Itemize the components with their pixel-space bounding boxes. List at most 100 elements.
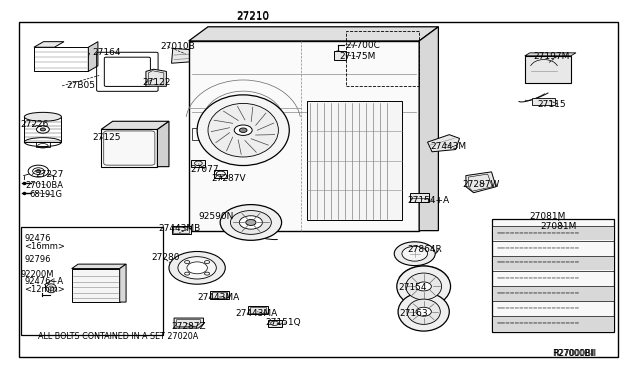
Text: 27287V: 27287V — [212, 174, 246, 183]
Polygon shape — [157, 121, 169, 167]
Polygon shape — [428, 135, 460, 152]
Text: 27197M: 27197M — [534, 52, 570, 61]
Text: ▬▬▬▬▬▬▬▬▬▬▬▬▬▬▬▬▬▬: ▬▬▬▬▬▬▬▬▬▬▬▬▬▬▬▬▬▬ — [497, 319, 580, 324]
Text: 27700C: 27700C — [346, 41, 380, 50]
Bar — [173, 227, 189, 233]
Bar — [36, 142, 50, 147]
Bar — [410, 193, 429, 202]
Text: 27125: 27125 — [93, 133, 122, 142]
Bar — [250, 307, 266, 313]
Bar — [189, 41, 419, 231]
Bar — [532, 98, 555, 105]
Text: R27000BII: R27000BII — [552, 349, 595, 358]
Polygon shape — [72, 264, 126, 269]
Text: 27210: 27210 — [236, 11, 269, 20]
Polygon shape — [525, 53, 576, 56]
Bar — [525, 56, 571, 83]
Text: ▬▬▬▬▬▬▬▬▬▬▬▬▬▬▬▬▬▬: ▬▬▬▬▬▬▬▬▬▬▬▬▬▬▬▬▬▬ — [497, 289, 580, 294]
Text: 27122: 27122 — [142, 78, 170, 87]
Text: 27010BA: 27010BA — [26, 181, 63, 190]
Ellipse shape — [335, 51, 341, 55]
Ellipse shape — [36, 126, 49, 133]
Text: 27443MB: 27443MB — [159, 224, 201, 232]
Text: ▬▬▬▬▬▬▬▬▬▬▬▬▬▬▬▬▬▬: ▬▬▬▬▬▬▬▬▬▬▬▬▬▬▬▬▬▬ — [497, 304, 580, 309]
Text: 27154: 27154 — [398, 283, 427, 292]
Ellipse shape — [239, 216, 262, 229]
Bar — [34, 47, 88, 71]
Text: 27115: 27115 — [538, 100, 566, 109]
Text: 27210: 27210 — [236, 12, 269, 22]
Text: 27081M: 27081M — [530, 212, 566, 221]
Text: 27287Z: 27287Z — [172, 322, 206, 331]
Text: 27227: 27227 — [35, 170, 63, 179]
Bar — [346, 31, 419, 86]
Bar — [210, 291, 229, 299]
Polygon shape — [146, 69, 166, 86]
Bar — [101, 129, 157, 167]
Text: 68191G: 68191G — [29, 190, 63, 199]
Text: 27443MA: 27443MA — [197, 293, 239, 302]
Text: 92476+A: 92476+A — [24, 278, 63, 286]
Ellipse shape — [187, 262, 207, 274]
Text: ALL BOLTS CONTAINED IN A SET 27020A: ALL BOLTS CONTAINED IN A SET 27020A — [38, 332, 198, 341]
Text: 27287W: 27287W — [462, 180, 499, 189]
Bar — [493, 287, 613, 301]
Text: 27164: 27164 — [93, 48, 122, 57]
Ellipse shape — [36, 170, 41, 173]
Text: R27000BII: R27000BII — [554, 349, 596, 358]
Text: 27010B: 27010B — [160, 42, 195, 51]
Text: ▬▬▬▬▬▬▬▬▬▬▬▬▬▬▬▬▬▬: ▬▬▬▬▬▬▬▬▬▬▬▬▬▬▬▬▬▬ — [497, 229, 580, 234]
Text: 27443MA: 27443MA — [236, 309, 278, 318]
Ellipse shape — [220, 205, 282, 240]
Bar — [72, 269, 120, 302]
Bar — [198, 62, 205, 67]
Text: 92200M: 92200M — [20, 270, 54, 279]
Bar — [21, 227, 163, 335]
Text: 27077: 27077 — [191, 165, 220, 174]
Ellipse shape — [169, 251, 225, 284]
Polygon shape — [174, 318, 204, 328]
Text: 27864R: 27864R — [408, 245, 442, 254]
Bar — [493, 317, 613, 331]
Text: 27226: 27226 — [20, 120, 49, 129]
Ellipse shape — [407, 299, 440, 324]
Bar — [493, 227, 613, 240]
Bar — [191, 160, 205, 167]
Ellipse shape — [416, 282, 431, 291]
Polygon shape — [419, 27, 438, 231]
Text: ▬▬▬▬▬▬▬▬▬▬▬▬▬▬▬▬▬▬: ▬▬▬▬▬▬▬▬▬▬▬▬▬▬▬▬▬▬ — [497, 274, 580, 279]
Bar — [493, 257, 613, 270]
Text: <16mm>: <16mm> — [24, 242, 65, 251]
FancyBboxPatch shape — [104, 131, 155, 165]
Bar — [24, 117, 61, 142]
Ellipse shape — [246, 219, 256, 225]
Bar — [268, 320, 282, 327]
Text: 27081M: 27081M — [541, 222, 577, 231]
Text: 27175M: 27175M — [339, 52, 376, 61]
Polygon shape — [172, 48, 212, 63]
Bar — [192, 128, 234, 140]
Bar — [492, 219, 614, 332]
Text: ▬▬▬▬▬▬▬▬▬▬▬▬▬▬▬▬▬▬: ▬▬▬▬▬▬▬▬▬▬▬▬▬▬▬▬▬▬ — [497, 259, 580, 264]
Polygon shape — [34, 42, 64, 47]
Ellipse shape — [406, 273, 442, 300]
Polygon shape — [189, 27, 438, 41]
Text: 92590N: 92590N — [198, 212, 234, 221]
Ellipse shape — [398, 292, 449, 331]
Text: 27443M: 27443M — [430, 142, 466, 151]
Bar — [212, 292, 227, 298]
Text: 27B05: 27B05 — [66, 81, 95, 90]
Bar — [307, 101, 402, 220]
Text: 27280: 27280 — [151, 253, 180, 262]
Ellipse shape — [234, 125, 252, 135]
Ellipse shape — [397, 266, 451, 307]
Bar — [214, 170, 227, 178]
Ellipse shape — [208, 103, 278, 157]
Ellipse shape — [46, 284, 56, 293]
Bar — [248, 306, 268, 314]
Bar — [334, 51, 346, 60]
Text: 92796: 92796 — [24, 255, 51, 264]
Text: 92476: 92476 — [24, 234, 51, 243]
Text: 27154+A: 27154+A — [408, 196, 450, 205]
Ellipse shape — [402, 246, 428, 261]
